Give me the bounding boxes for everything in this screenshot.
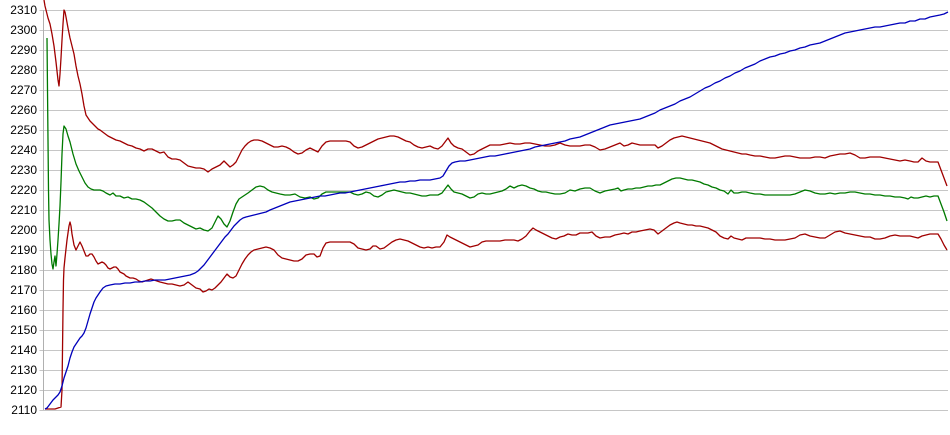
y-axis-label: 2310 [10, 3, 37, 17]
series-middle-line [46, 37, 948, 270]
y-axis-label: 2170 [10, 283, 37, 297]
y-axis-label: 2240 [10, 143, 37, 157]
y-axis-label: 2220 [10, 183, 37, 197]
y-axis-label: 2210 [10, 203, 37, 217]
y-axis-labels: 2310 2300 2290 2280 2270 2260 2250 2240 2230 2220… [10, 3, 37, 417]
y-axis-label: 2200 [10, 223, 37, 237]
y-axis-label: 2110 [11, 403, 37, 417]
y-axis-label: 2300 [10, 23, 37, 37]
series-main-line [44, 11, 949, 410]
y-axis-label: 2150 [10, 323, 37, 337]
y-axis-label: 2160 [10, 303, 37, 317]
y-axis-label: 2130 [10, 363, 37, 377]
y-axis-label: 2190 [10, 243, 37, 257]
chart-series [43, 0, 949, 410]
y-axis-label: 2180 [10, 263, 37, 277]
series-upper-band [43, 0, 948, 187]
y-axis-label: 2230 [10, 163, 37, 177]
y-axis-label: 2270 [10, 83, 37, 97]
y-axis-label: 2250 [10, 123, 37, 137]
y-axis-label: 2120 [10, 383, 37, 397]
series-lower-band [45, 221, 948, 410]
y-axis-label: 2280 [10, 63, 37, 77]
y-axis-label: 2290 [10, 43, 37, 57]
y-axis-label: 2260 [10, 103, 37, 117]
y-axis-label: 2140 [10, 343, 37, 357]
gridlines [39, 10, 948, 411]
